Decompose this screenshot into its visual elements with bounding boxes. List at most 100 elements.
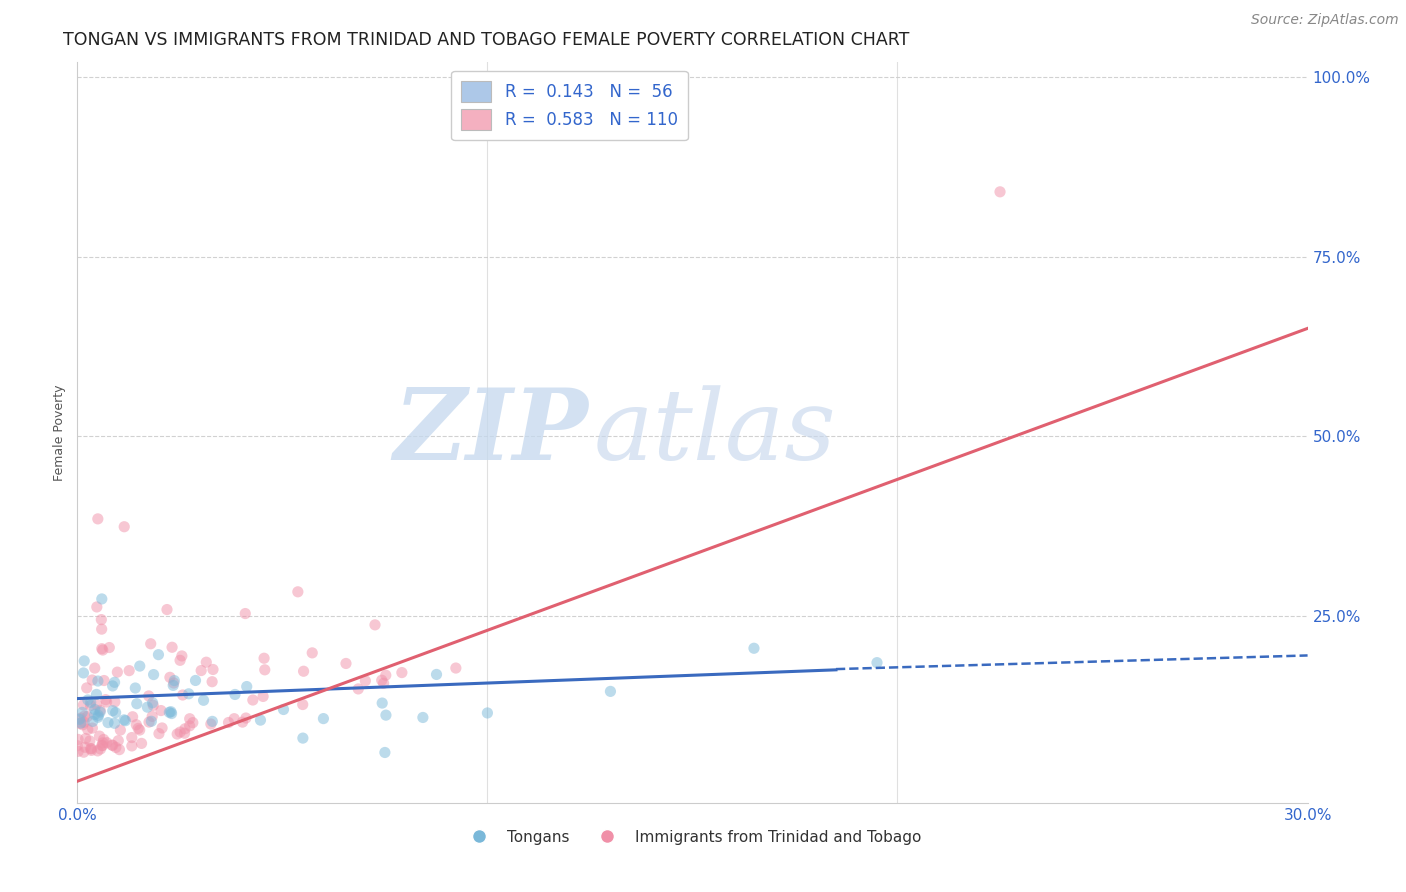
Point	[97, 715, 120, 730]
Point	[193, 693, 215, 707]
Point	[374, 708, 396, 723]
Point	[79, 695, 101, 709]
Point	[86, 698, 108, 712]
Point	[412, 710, 434, 724]
Point	[121, 731, 143, 745]
Point	[75, 731, 97, 746]
Point	[89, 742, 111, 756]
Point	[201, 674, 224, 689]
Point	[98, 640, 121, 655]
Point	[107, 733, 129, 747]
Point	[96, 695, 118, 709]
Point	[179, 712, 201, 726]
Text: Source: ZipAtlas.com: Source: ZipAtlas.com	[1251, 13, 1399, 28]
Point	[127, 722, 149, 736]
Point	[138, 689, 160, 703]
Point	[141, 714, 163, 729]
Point	[425, 667, 447, 681]
Point	[80, 741, 103, 756]
Point	[76, 681, 98, 695]
Point	[742, 641, 765, 656]
Point	[93, 732, 115, 747]
Point	[90, 622, 112, 636]
Point	[69, 716, 91, 731]
Point	[131, 736, 153, 750]
Point	[72, 698, 94, 712]
Point	[253, 663, 276, 677]
Point	[91, 736, 114, 750]
Point	[166, 727, 188, 741]
Point	[101, 738, 124, 752]
Point	[354, 673, 377, 688]
Point	[96, 736, 118, 750]
Point	[90, 641, 112, 656]
Point	[94, 692, 117, 706]
Point	[101, 739, 124, 753]
Point	[599, 684, 621, 698]
Point	[988, 185, 1011, 199]
Point	[335, 657, 357, 671]
Point	[249, 713, 271, 727]
Point	[105, 665, 128, 680]
Point	[118, 664, 141, 678]
Point	[139, 637, 162, 651]
Y-axis label: Female Poverty: Female Poverty	[53, 384, 66, 481]
Point	[73, 745, 96, 759]
Point	[83, 702, 105, 716]
Point	[866, 656, 889, 670]
Point	[169, 653, 191, 667]
Point	[373, 676, 395, 690]
Point	[170, 648, 193, 663]
Point	[87, 708, 110, 723]
Point	[233, 607, 256, 621]
Point	[174, 722, 197, 736]
Point	[292, 665, 315, 679]
Point	[93, 673, 115, 688]
Point	[101, 704, 124, 718]
Point	[235, 711, 257, 725]
Point	[141, 709, 163, 723]
Point	[76, 693, 98, 707]
Point	[169, 725, 191, 739]
Point	[444, 661, 467, 675]
Point	[104, 695, 127, 709]
Point	[391, 665, 413, 680]
Point	[104, 740, 127, 755]
Point	[87, 673, 110, 688]
Point	[200, 717, 222, 731]
Point	[218, 715, 240, 730]
Point	[291, 731, 314, 745]
Point	[142, 667, 165, 681]
Point	[90, 613, 112, 627]
Point	[101, 679, 124, 693]
Point	[124, 681, 146, 695]
Point	[162, 678, 184, 692]
Point	[121, 739, 143, 753]
Point	[160, 706, 183, 721]
Point	[371, 673, 394, 688]
Point	[138, 715, 160, 730]
Point	[82, 714, 104, 729]
Point	[201, 663, 224, 677]
Point	[90, 739, 112, 753]
Point	[104, 706, 127, 720]
Point	[89, 703, 111, 717]
Point	[70, 715, 93, 730]
Point	[374, 668, 396, 682]
Point	[125, 697, 148, 711]
Point	[179, 719, 201, 733]
Point	[301, 646, 323, 660]
Point	[91, 739, 114, 753]
Point	[82, 673, 104, 687]
Point	[190, 664, 212, 678]
Point	[87, 512, 110, 526]
Point	[242, 693, 264, 707]
Point	[80, 741, 103, 756]
Point	[163, 673, 186, 688]
Point	[110, 723, 132, 737]
Point	[69, 711, 91, 725]
Point	[69, 712, 91, 726]
Point	[73, 740, 96, 755]
Point	[83, 661, 105, 675]
Point	[76, 723, 98, 737]
